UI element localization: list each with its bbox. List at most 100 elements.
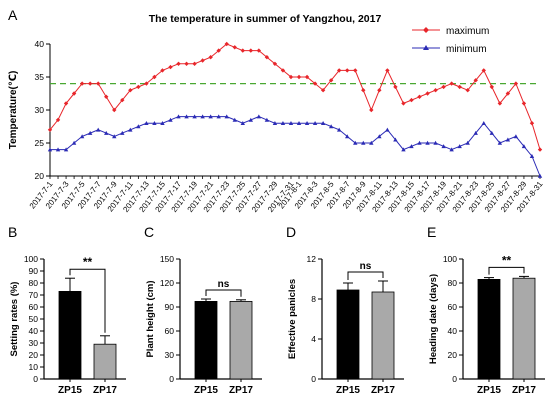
series-maximum-point [425, 91, 430, 96]
series-minimum-line [50, 116, 541, 177]
series-minimum-point [200, 114, 205, 119]
series-maximum-point [256, 48, 262, 53]
panel-c-y-tick-label: 90 [165, 302, 175, 312]
panel-b-y-tick-label: 80 [29, 278, 39, 288]
panel-e-y-tick-label: 80 [448, 278, 458, 288]
series-maximum-point [328, 78, 334, 83]
series-maximum-point [288, 74, 294, 80]
category-label-zp17: ZP17 [229, 385, 253, 396]
bar-zp15 [194, 300, 218, 380]
series-minimum-point [353, 140, 358, 145]
series-minimum-point [232, 117, 237, 122]
panel-c-y-tick-label: 60 [165, 326, 175, 336]
panel-b-y-tick-label: 20 [29, 350, 39, 360]
series-minimum-point [128, 127, 133, 132]
series-maximum-point [248, 48, 254, 53]
series-maximum-point [505, 91, 511, 96]
series-maximum-point [160, 68, 165, 73]
series-minimum-point [537, 173, 543, 178]
series-minimum-point [385, 127, 390, 132]
panel-c-y-tick-label: 30 [165, 350, 175, 360]
significance-bracket [347, 271, 384, 280]
series-maximum-point [120, 97, 125, 103]
series-maximum-point [417, 94, 422, 99]
series-minimum-point [136, 124, 141, 129]
panel-b-y-tick-label: 0 [33, 374, 38, 384]
legend-maximum-marker [423, 27, 429, 33]
panel-e-ylabel: Heading date (days) [428, 274, 439, 364]
panel-e-y-tick-label: 0 [452, 374, 457, 384]
series-minimum-point [104, 130, 109, 135]
series-maximum-point [232, 45, 237, 50]
series-minimum-point [473, 130, 478, 135]
series-minimum-point [345, 134, 350, 139]
series-maximum-point [345, 68, 350, 73]
panel-b-y-tick-label: 100 [24, 254, 38, 264]
series-maximum-point [385, 68, 390, 73]
series-minimum-point [79, 134, 85, 139]
series-minimum-point [95, 127, 101, 132]
series-maximum-point [481, 68, 486, 73]
series-minimum-point [497, 140, 503, 145]
series-minimum-point [71, 140, 77, 145]
series-maximum-point [312, 81, 318, 86]
series-minimum-point [513, 134, 519, 139]
panel-a-ylabel: Temperature(℃) [8, 71, 19, 150]
bar-zp15 [58, 290, 82, 380]
series-maximum-point [184, 61, 189, 66]
series-minimum-point [216, 114, 221, 119]
series-minimum-point [280, 121, 286, 125]
series-minimum-point [224, 114, 229, 119]
significance-bracket [488, 266, 525, 275]
panel-c-y-tick-label: 120 [160, 278, 174, 288]
series-minimum-point [425, 140, 430, 145]
series-minimum-point [152, 121, 157, 125]
panel-a-y-tick-label: 20 [35, 171, 45, 181]
series-maximum-point [433, 88, 438, 93]
series-maximum-point [361, 88, 366, 93]
series-maximum-point [529, 121, 535, 126]
series-minimum-point [184, 114, 189, 119]
panel-b-letter: B [8, 224, 17, 240]
series-minimum-point [240, 121, 245, 125]
panel-d-letter: D [286, 224, 296, 240]
series-minimum-point [272, 121, 278, 125]
series-maximum-point [320, 88, 326, 93]
series-maximum-point [537, 147, 543, 152]
series-maximum-point [136, 84, 141, 90]
series-maximum-point [224, 41, 229, 47]
series-minimum-point [144, 121, 149, 125]
series-minimum-point [505, 137, 511, 142]
series-minimum-point [192, 114, 197, 119]
series-maximum-point [489, 84, 495, 90]
panel-b-y-tick-label: 50 [29, 314, 39, 324]
legend-item-maximum: maximum [412, 26, 489, 37]
bar-zp15 [477, 278, 501, 380]
series-minimum-point [393, 137, 398, 142]
bar-zp17 [93, 343, 117, 380]
panel-b-ylabel: Setting rates (%) [9, 282, 20, 357]
series-minimum-point [433, 140, 438, 145]
panel-c-ylabel: Plant height (cm) [145, 280, 156, 357]
series-minimum-point [377, 134, 382, 139]
panel-b-y-tick-label: 40 [29, 326, 39, 336]
series-minimum-point [361, 140, 366, 145]
significance-bracket [205, 289, 242, 297]
panel-d-y-tick-label: 4 [311, 334, 316, 344]
category-label-zp15: ZP15 [336, 385, 360, 396]
series-minimum-point [112, 134, 117, 139]
series-maximum-point [95, 81, 101, 86]
series-maximum-point [441, 84, 446, 90]
series-minimum-point [409, 144, 414, 149]
series-maximum-point [280, 68, 286, 73]
series-minimum-point [465, 140, 470, 145]
legend-minimum-marker [423, 45, 429, 50]
panel-d-y-tick-label: 8 [311, 294, 316, 304]
series-minimum-point [288, 121, 294, 125]
series-maximum-point [152, 74, 157, 80]
series-maximum-point [128, 88, 133, 93]
panel-d-y-tick-label: 12 [307, 254, 317, 264]
series-minimum-point [256, 114, 262, 119]
series-maximum-point [71, 91, 77, 96]
panel-b-y-tick-label: 70 [29, 290, 39, 300]
